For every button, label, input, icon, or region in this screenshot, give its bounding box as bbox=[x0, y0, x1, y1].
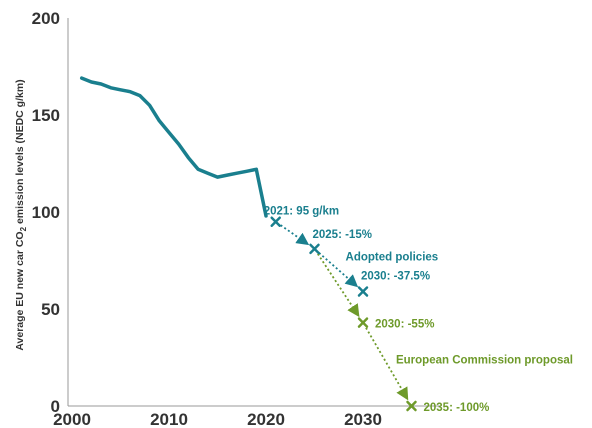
y-tick-label: 200 bbox=[32, 9, 60, 28]
y-tick-label: 50 bbox=[41, 300, 60, 319]
x-tick-label: 2020 bbox=[247, 410, 285, 428]
annotation-2021: 2021: 95 g/km bbox=[264, 206, 339, 218]
y-tick-label: 0 bbox=[51, 397, 60, 416]
adopted-policies-point bbox=[309, 243, 320, 255]
annotation-2030-proposal: 2030: -55% bbox=[375, 319, 434, 331]
series-label-adopted-policies: Adopted policies bbox=[346, 252, 439, 264]
adopted-policies-point bbox=[270, 216, 281, 227]
y-tick-label: 100 bbox=[32, 203, 60, 222]
annotation-2025: 2025: -15% bbox=[313, 229, 372, 241]
commission-proposal-segment bbox=[317, 253, 360, 318]
annotations: 2021: 95 g/km 2025: -15% 2030: -37.5% 2030:… bbox=[264, 206, 573, 414]
adopted-policies-segment bbox=[318, 252, 359, 288]
series-line-historical bbox=[79, 76, 268, 218]
y-axis-ticks: 200 150 100 50 0 bbox=[32, 9, 60, 416]
y-axis-label: Average EU new car CO2 emission levels (… bbox=[14, 79, 28, 350]
x-tick-label: 2010 bbox=[150, 410, 188, 428]
adopted-policies-segment bbox=[280, 224, 310, 246]
annotation-2030-adopted: 2030: -37.5% bbox=[361, 271, 430, 283]
y-tick-label: 150 bbox=[32, 106, 60, 125]
x-axis-ticks: 2000 2010 2020 2030 bbox=[53, 410, 382, 428]
series-label-commission-proposal: European Commission proposal bbox=[396, 354, 573, 366]
commission-proposal-point bbox=[406, 400, 417, 412]
annotation-2035: 2035: -100% bbox=[424, 402, 490, 414]
plot-area bbox=[79, 76, 417, 412]
commission-proposal-segment bbox=[365, 327, 409, 401]
commission-proposal-point bbox=[357, 317, 369, 328]
x-tick-label: 2030 bbox=[344, 410, 382, 428]
x-tick-label: 2000 bbox=[53, 410, 91, 428]
adopted-policies-point bbox=[357, 286, 369, 297]
